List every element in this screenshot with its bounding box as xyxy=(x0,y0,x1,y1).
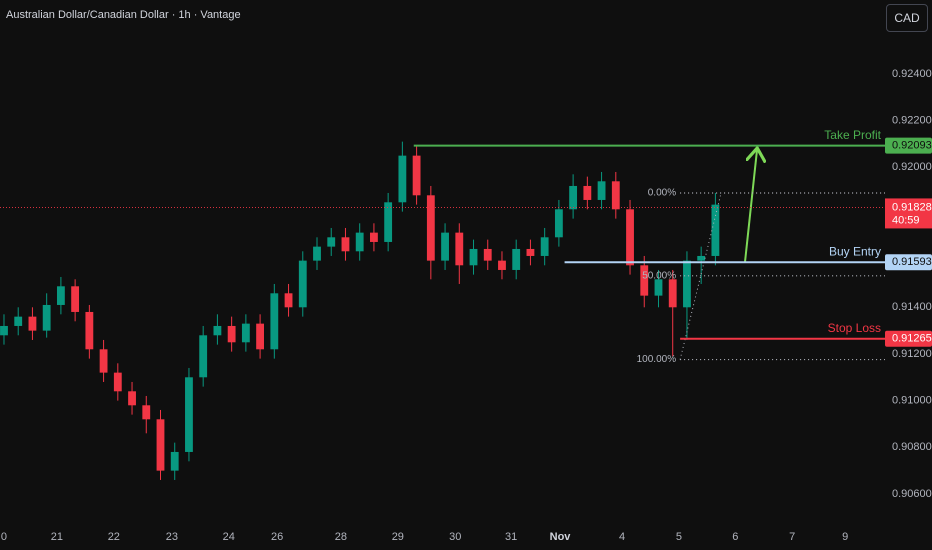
x-tick-label: 21 xyxy=(51,531,63,543)
candle-body xyxy=(341,237,350,252)
y-tick-label: 0.91000 xyxy=(892,395,932,407)
fib-label: 50.00% xyxy=(642,270,676,281)
candle-body xyxy=(227,325,236,343)
candle-body xyxy=(412,155,421,196)
candle-body xyxy=(85,311,94,350)
candle-body xyxy=(170,451,179,471)
candle-body xyxy=(0,325,8,336)
y-tick-label: 0.92000 xyxy=(892,161,932,173)
y-tick-label: 0.91400 xyxy=(892,301,932,313)
candle-body xyxy=(611,181,620,210)
candle-body xyxy=(469,248,478,266)
candle-body xyxy=(683,260,691,308)
chart-title: Australian Dollar/Canadian Dollar · 1h ·… xyxy=(6,9,241,21)
candle-body xyxy=(441,232,449,261)
candle-body xyxy=(597,181,606,200)
level-price-label: 0.91593 xyxy=(892,256,932,268)
level-price-label: 0.91265 xyxy=(892,333,932,345)
x-tick-label: 30 xyxy=(449,531,461,543)
level-name: Stop Loss xyxy=(828,321,881,335)
x-tick-label: 22 xyxy=(108,531,120,543)
candle-body xyxy=(426,195,435,261)
candle-body xyxy=(56,286,65,305)
candle-body xyxy=(498,260,506,270)
candle-body xyxy=(213,325,222,336)
candle-body xyxy=(71,286,80,312)
candle-body xyxy=(711,204,720,256)
currency-button[interactable]: CAD xyxy=(886,4,928,32)
x-tick-label: 24 xyxy=(223,531,235,543)
current-price-box xyxy=(885,198,932,229)
level-name: Buy Entry xyxy=(829,244,881,258)
candle-body xyxy=(298,260,307,308)
x-tick-label: 23 xyxy=(166,531,178,543)
level-price-label: 0.92093 xyxy=(892,140,932,152)
fib-label: 0.00% xyxy=(648,188,676,199)
countdown-label: 40:59 xyxy=(892,214,920,226)
candle-body xyxy=(128,391,136,406)
x-tick-label: 26 xyxy=(271,531,283,543)
candle-body xyxy=(256,323,265,350)
candle-body xyxy=(697,255,706,261)
candle-body xyxy=(313,246,321,261)
x-tick-label: 6 xyxy=(732,531,738,543)
candle-body xyxy=(99,349,108,373)
candle-body xyxy=(583,185,592,200)
candle-body xyxy=(327,237,336,247)
candle-body xyxy=(483,248,492,261)
candle-body xyxy=(384,202,393,242)
x-tick-label: Nov xyxy=(550,531,572,543)
candle-body xyxy=(185,377,193,452)
x-tick-label: 31 xyxy=(505,531,517,543)
x-tick-label: 4 xyxy=(619,531,625,543)
candle-body xyxy=(14,316,23,326)
y-tick-label: 0.91200 xyxy=(892,348,932,360)
candle-body xyxy=(554,209,563,238)
candle-body xyxy=(355,232,364,252)
y-tick-label: 0.92200 xyxy=(892,115,932,127)
candle-body xyxy=(142,405,151,420)
candle-body xyxy=(284,293,293,308)
candle-body xyxy=(455,232,464,266)
level-price-box xyxy=(885,330,932,347)
fib-trend xyxy=(679,192,722,360)
candle-body xyxy=(28,316,37,331)
candle-body xyxy=(398,155,407,203)
level-price-box xyxy=(885,137,932,154)
candle-body xyxy=(512,248,521,270)
x-tick-label: 5 xyxy=(676,531,682,543)
y-tick-label: 0.90600 xyxy=(892,488,932,500)
candle-body xyxy=(370,232,378,242)
candle-body xyxy=(540,237,549,256)
candle-body xyxy=(156,419,165,471)
y-tick-label: 0.90800 xyxy=(892,441,932,453)
x-tick-label: 0 xyxy=(1,531,7,543)
target-arrow xyxy=(744,150,757,263)
candle-body xyxy=(113,372,122,392)
fib-label: 100.00% xyxy=(637,354,677,365)
candle-body xyxy=(241,323,250,343)
x-tick-label: 7 xyxy=(789,531,795,543)
x-tick-label: 28 xyxy=(335,531,347,543)
candle-body xyxy=(668,279,677,308)
level-price-box xyxy=(885,254,932,271)
level-name: Take Profit xyxy=(824,128,881,142)
current-price-label: 0.91828 xyxy=(892,201,932,213)
candle-body xyxy=(626,209,634,266)
x-tick-label: 29 xyxy=(392,531,404,543)
y-tick-label: 0.92400 xyxy=(892,68,932,80)
x-tick-label: 9 xyxy=(842,531,848,543)
candle-body xyxy=(42,304,51,331)
candle-body xyxy=(640,265,649,296)
candle-body xyxy=(654,279,663,296)
candle-body xyxy=(270,293,279,350)
candle-body xyxy=(526,248,535,256)
candle-body xyxy=(199,335,208,378)
candle-body xyxy=(569,185,578,210)
